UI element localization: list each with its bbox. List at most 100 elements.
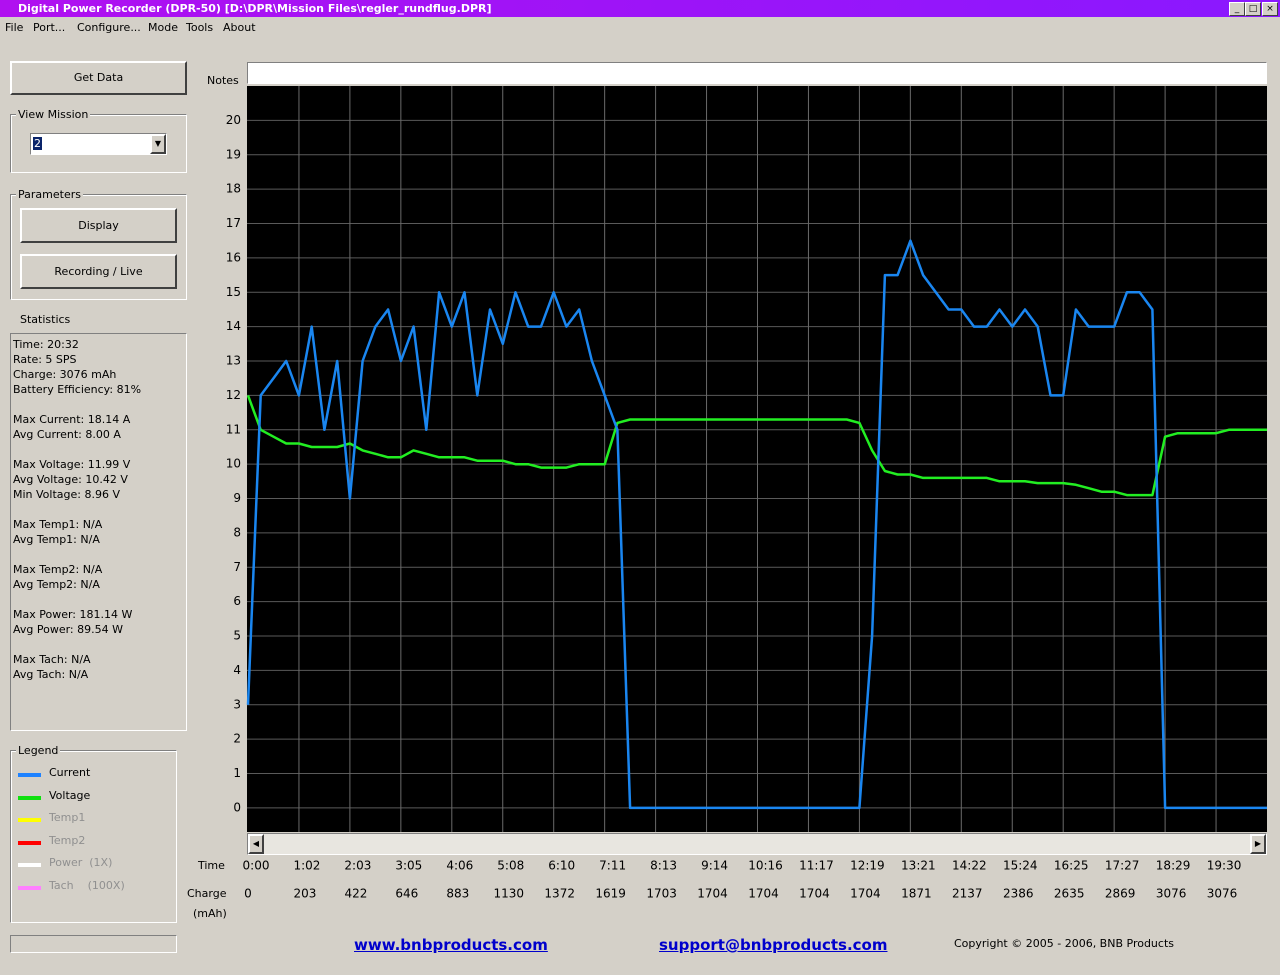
y-tick-label: 9 [233, 491, 241, 505]
y-tick-label: 1 [233, 766, 241, 780]
x-tick-label: 10:16 [748, 859, 783, 873]
statistics-label: Statistics [20, 313, 71, 326]
charge-label: 0 [244, 887, 252, 901]
charge-label: 203 [293, 887, 316, 901]
y-tick-label: 13 [226, 354, 241, 368]
y-tick-label: 2 [233, 732, 241, 746]
scroll-right[interactable]: ▶ [1250, 834, 1266, 854]
legend-swatch [18, 818, 41, 823]
menu-item[interactable]: File [5, 21, 24, 34]
scrollbar[interactable]: ◀ ▶ [247, 833, 1267, 855]
status-box [10, 935, 177, 953]
charge-label: 2869 [1105, 887, 1136, 901]
recording-button[interactable]: Recording / Live [20, 254, 177, 289]
stat-line: Max Power: 181.14 W [13, 608, 133, 621]
menu-item[interactable]: Port... [33, 21, 66, 34]
time-label: Time [198, 859, 225, 872]
x-tick-label: 9:14 [701, 859, 728, 873]
legend-label: Current [49, 766, 91, 779]
stat-line: Avg Current: 8.00 A [13, 428, 121, 441]
y-tick-label: 4 [233, 663, 241, 677]
get-data-button[interactable]: Get Data [10, 61, 187, 95]
legend-label: Tach (100X) [49, 879, 125, 892]
stat-line: Max Current: 18.14 A [13, 413, 131, 426]
mission-select[interactable]: 2 ▼ [30, 133, 167, 155]
menu-item[interactable]: About [223, 21, 256, 34]
stat-line: Avg Tach: N/A [13, 668, 89, 681]
y-tick-label: 7 [233, 560, 241, 574]
charge-label: 1372 [544, 887, 575, 901]
legend-swatch [18, 773, 41, 777]
charge-label: 1619 [595, 887, 626, 901]
stat-line: Charge: 3076 mAh [13, 368, 117, 381]
window-title: Digital Power Recorder (DPR-50) [D:\DPR\… [18, 2, 492, 15]
stat-line: Time: 20:32 [13, 338, 79, 351]
legend-label: Temp1 [49, 811, 86, 825]
support-link[interactable]: support@bnbproducts.com [659, 936, 888, 954]
charge-label: 1704 [697, 887, 728, 901]
legend-label: Temp2 [49, 833, 86, 847]
x-tick-label: 5:08 [497, 859, 524, 873]
charge-label: Charge [187, 887, 227, 900]
y-tick-label: 14 [226, 319, 241, 333]
charge-label: 2635 [1054, 887, 1085, 901]
x-tick-label: 11:17 [799, 859, 834, 873]
x-tick-label: 6:10 [548, 859, 575, 873]
x-tick-label: 17:27 [1105, 859, 1140, 873]
x-tick-label: 19:30 [1207, 859, 1242, 873]
x-tick-label: 8:13 [650, 859, 677, 873]
stat-line: Avg Power: 89.54 W [13, 623, 123, 636]
series-line [246, 239, 1267, 810]
stat-line: Avg Voltage: 10.42 V [13, 473, 128, 486]
y-tick-label: 18 [226, 182, 241, 196]
y-tick-label: 10 [226, 457, 241, 471]
x-tick-label: 7:11 [599, 859, 626, 873]
x-tick-label: 2:03 [344, 859, 371, 873]
scroll-left[interactable]: ◀ [248, 834, 264, 854]
copyright: Copyright © 2005 - 2006, BNB Products [954, 937, 1174, 950]
dropdown-arrow[interactable]: ▼ [150, 134, 166, 154]
charge-label: 883 [446, 887, 469, 901]
charge-label: 1704 [850, 887, 881, 901]
display-button[interactable]: Display [20, 208, 177, 243]
notes-input[interactable] [247, 62, 1267, 84]
legend-group [10, 750, 177, 923]
charge-label: 2386 [1003, 887, 1034, 901]
statistics-box: Time: 20:32 Rate: 5 SPS Charge: 3076 mAh Ba… [10, 333, 187, 731]
close[interactable]: × [1262, 2, 1278, 16]
x-tick-label: 0:00 [243, 859, 270, 873]
x-tick-label: 13:21 [901, 859, 936, 873]
legend-swatch [18, 863, 41, 868]
menu-item[interactable]: Tools [186, 21, 214, 34]
stat-line: Avg Temp1: N/A [13, 533, 100, 546]
select-value: 2 [33, 137, 42, 150]
title-bar: Digital Power Recorder (DPR-50) [D:\DPR\… [0, 0, 1280, 17]
y-tick-label: 20 [226, 113, 241, 127]
stat-line: Min Voltage: 8.96 V [13, 488, 120, 501]
charge-label: 3076 [1207, 887, 1238, 901]
group-label: Legend [16, 744, 61, 757]
menu-item[interactable]: Mode [148, 21, 178, 34]
charge-label: 646 [395, 887, 418, 901]
legend-swatch [18, 795, 41, 800]
charge-label: 1704 [799, 887, 830, 901]
group-label: Parameters [16, 188, 83, 201]
charge-label: 1704 [748, 887, 779, 901]
legend-label: Power (1X) [49, 856, 113, 870]
y-tick-label: 15 [226, 285, 241, 299]
group-label: View Mission [16, 108, 91, 121]
minimize[interactable]: _ [1229, 2, 1245, 16]
y-tick-label: 16 [226, 250, 241, 264]
maximize[interactable]: □ [1245, 2, 1261, 16]
x-tick-label: 12:19 [850, 859, 885, 873]
stat-line: Max Temp2: N/A [13, 563, 103, 576]
menu-item[interactable]: Configure... [77, 21, 141, 34]
legend-label: Voltage [49, 788, 91, 802]
y-tick-label: 5 [233, 629, 241, 643]
stat-line: Rate: 5 SPS [13, 353, 77, 366]
x-tick-label: 4:06 [446, 859, 473, 873]
stat-line: Max Tach: N/A [13, 653, 91, 666]
website-link[interactable]: www.bnbproducts.com [354, 936, 548, 954]
